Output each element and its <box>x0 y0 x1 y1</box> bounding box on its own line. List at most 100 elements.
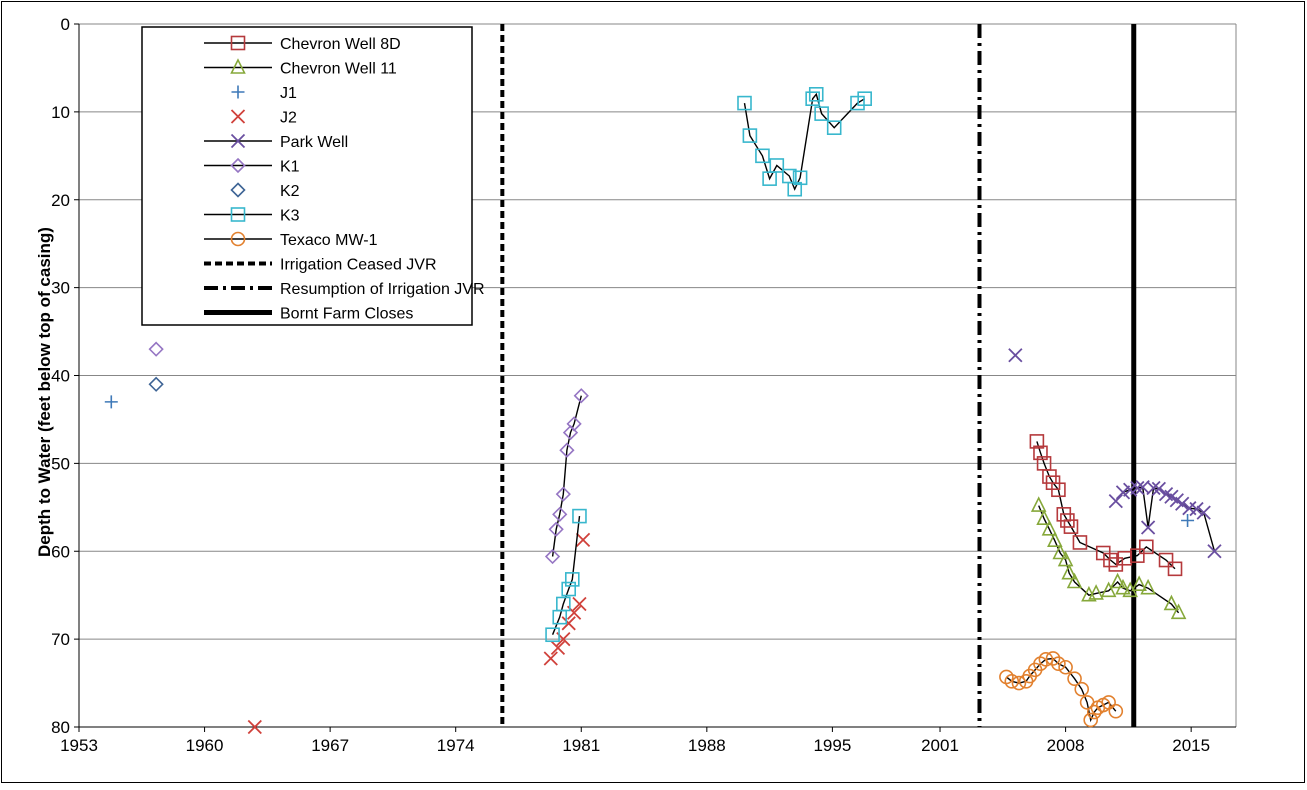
y-tick-label: 0 <box>61 15 70 34</box>
x-tick-label: 1953 <box>60 736 98 755</box>
data-point-k2 <box>148 376 164 392</box>
data-point-j2 <box>572 596 587 612</box>
data-point-texaco-mw-1 <box>1108 703 1124 719</box>
data-point-chevron-well-11 <box>1047 531 1063 548</box>
data-point-chevron-well-11 <box>1052 543 1069 560</box>
data-point-chevron-well-8d <box>1063 519 1079 534</box>
legend-marker-texaco-mw-1 <box>230 231 246 247</box>
y-tick-label: 70 <box>51 630 70 649</box>
data-point-park-well <box>1108 494 1123 509</box>
legend-label-texaco-mw-1: Texaco MW-1 <box>280 232 378 249</box>
series-park-well <box>1008 348 1222 559</box>
data-point-k3 <box>564 572 580 587</box>
x-tick-label: 2015 <box>1172 736 1210 755</box>
vertical-markers <box>500 24 1137 727</box>
data-point-k3 <box>814 106 829 121</box>
data-point-k3 <box>755 148 770 164</box>
legend-marker-j1 <box>231 85 245 99</box>
data-point-k3 <box>808 87 824 102</box>
series-texaco-mw-1 <box>999 651 1124 728</box>
data-point-chevron-well-11 <box>1088 584 1104 600</box>
data-point-chevron-well-11 <box>1041 519 1058 536</box>
x-tick-label: 1974 <box>437 736 475 755</box>
data-point-k3 <box>787 181 803 197</box>
legend-marker-j2 <box>230 109 246 124</box>
legend-label-chevron-well-8d: Chevron Well 8D <box>280 36 401 53</box>
data-point-k1 <box>555 486 571 502</box>
data-point-texaco-mw-1 <box>1067 671 1082 686</box>
legend-box <box>141 26 473 326</box>
data-point-chevron-well-11 <box>1066 572 1083 589</box>
series-line-chevron-well-8d <box>1036 441 1176 570</box>
data-point-k3 <box>805 91 820 106</box>
legend-marker-k1 <box>230 157 246 174</box>
data-point-texaco-mw-1 <box>1083 712 1099 728</box>
data-point-chevron-well-11 <box>1109 572 1126 589</box>
data-point-chevron-well-8d <box>1158 552 1174 568</box>
x-tick-label: 1995 <box>813 736 851 755</box>
data-point-k1 <box>566 416 582 432</box>
y-tick-label: 20 <box>51 191 70 210</box>
x-tick-label: 1967 <box>311 736 349 755</box>
data-point-j1 <box>104 395 118 409</box>
data-point-k1 <box>544 548 561 565</box>
data-point-chevron-well-8d <box>1103 552 1118 568</box>
data-point-chevron-well-11 <box>1057 550 1074 567</box>
legend-label-park-well: Park Well <box>280 134 348 151</box>
data-point-texaco-mw-1 <box>1038 652 1054 667</box>
data-point-texaco-mw-1 <box>1058 659 1073 675</box>
data-point-park-well <box>1151 481 1167 496</box>
data-point-k3 <box>545 627 560 643</box>
data-point-park-well <box>1140 520 1156 535</box>
series-k3 <box>545 87 872 643</box>
legend-label-irrigation-ceased-jvr: Irrigation Ceased JVR <box>280 257 437 274</box>
data-point-chevron-well-11 <box>1030 496 1047 512</box>
data-point-k3 <box>572 508 587 524</box>
data-point-texaco-mw-1 <box>1051 656 1066 672</box>
data-point-k3 <box>826 120 842 135</box>
y-tick-label: 80 <box>51 718 70 737</box>
data-point-chevron-well-8d <box>1130 548 1145 563</box>
data-point-k3 <box>556 596 571 612</box>
data-point-chevron-well-8d <box>1029 434 1045 449</box>
data-point-chevron-well-11 <box>1131 575 1147 591</box>
data-point-j2 <box>543 651 558 666</box>
data-point-texaco-mw-1 <box>1086 704 1102 720</box>
legend-marker-chevron-well-8d <box>230 35 246 51</box>
y-tick-label: 40 <box>51 367 70 386</box>
legend-label-k3: K3 <box>280 208 300 225</box>
data-point-j2 <box>575 532 591 547</box>
legend-label-j1: J1 <box>280 85 297 102</box>
data-point-chevron-well-11 <box>1163 594 1180 611</box>
data-point-park-well <box>1175 496 1190 511</box>
y-tick-label: 50 <box>51 454 70 473</box>
data-point-k1 <box>548 521 564 537</box>
legend-marker-park-well <box>230 133 246 149</box>
series-j2 <box>247 532 591 735</box>
x-tick-label: 1960 <box>186 736 224 755</box>
data-point-park-well <box>1196 505 1211 520</box>
y-tick-label: 30 <box>51 279 70 298</box>
data-point-k3 <box>742 128 758 143</box>
data-point-park-well <box>1146 480 1161 496</box>
legend-label-resumption-of-irrigation-jvr: Resumption of Irrigation JVR <box>280 281 485 298</box>
data-point-chevron-well-8d <box>1051 482 1066 498</box>
legend: Chevron Well 8D Chevron Well 11 J1 J2 Park W… <box>141 26 485 326</box>
data-point-park-well <box>1207 544 1222 559</box>
series-chevron-well-8d <box>1029 434 1183 577</box>
data-point-chevron-well-11 <box>1061 563 1077 580</box>
data-point-chevron-well-11 <box>1115 578 1131 595</box>
data-point-park-well <box>1008 348 1023 363</box>
data-point-j1 <box>1181 513 1195 527</box>
series-chevron-well-11 <box>1030 496 1187 620</box>
legend-label-k2: K2 <box>280 183 300 200</box>
data-point-j2 <box>550 640 566 656</box>
y-axis-title: Depth to Water (feet below top of casing… <box>35 227 54 557</box>
legend-marker-k2 <box>230 182 246 198</box>
data-point-texaco-mw-1 <box>1045 651 1061 666</box>
data-point-texaco-mw-1 <box>1101 695 1116 710</box>
x-tick-label: 1981 <box>562 736 600 755</box>
y-tick-label: 10 <box>51 103 70 122</box>
